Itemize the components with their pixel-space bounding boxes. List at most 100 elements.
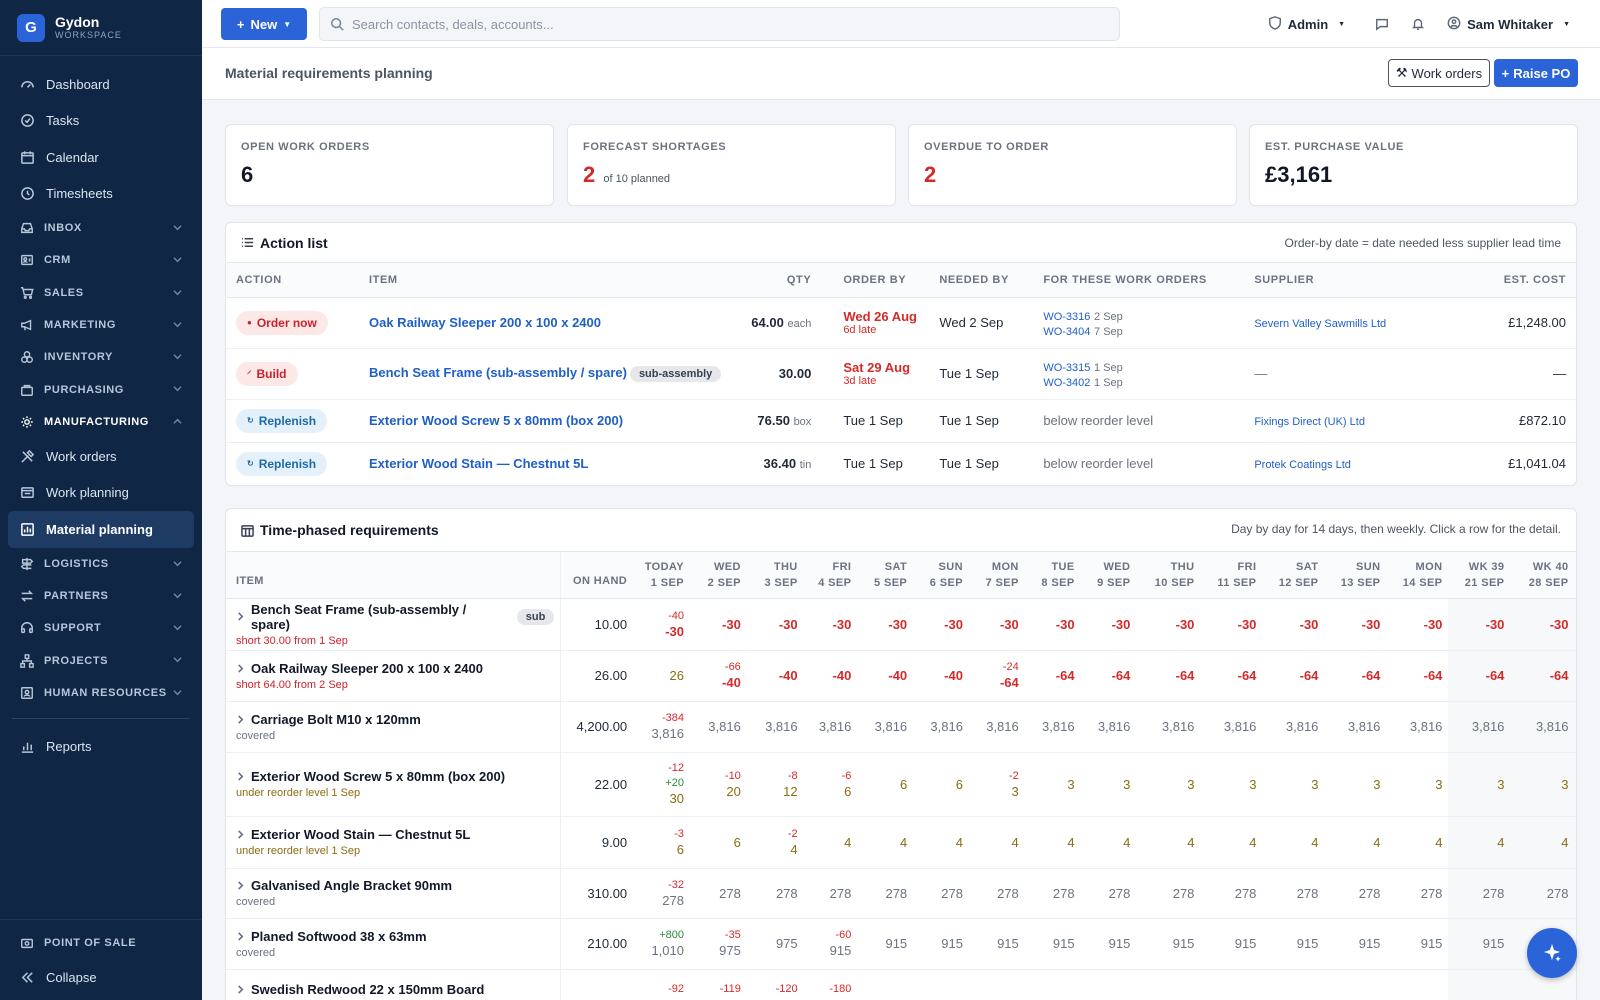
- sidebar-item-dashboard[interactable]: Dashboard: [0, 66, 202, 103]
- table-row[interactable]: ● Order now Oak Railway Sleeper 200 x 100…: [226, 297, 1576, 349]
- replenish-badge[interactable]: ↻ Replenish: [236, 408, 328, 433]
- table-row[interactable]: ↻ Replenish Exterior Wood Stain — Chestnu…: [226, 442, 1576, 485]
- sidebar-group-projects[interactable]: PROJECTS: [0, 644, 202, 676]
- on-hand-cell: 10.00: [560, 598, 634, 651]
- chevron-right-icon[interactable]: [236, 714, 245, 724]
- period-cell: 4: [913, 816, 969, 869]
- sidebar-item-calendar[interactable]: Calendar: [0, 139, 202, 176]
- item-status: covered: [236, 946, 276, 959]
- chevron-right-icon[interactable]: [236, 881, 245, 890]
- item-link[interactable]: Exterior Wood Stain — Chestnut 5L: [369, 456, 589, 471]
- table-row[interactable]: Exterior Wood Stain — Chestnut 5L under r…: [226, 816, 1576, 869]
- period-cell: 3: [1200, 752, 1263, 817]
- sidebar-item-work-planning[interactable]: Work planning: [0, 475, 202, 512]
- swap-icon: [20, 590, 34, 602]
- balance-value: -30: [999, 616, 1019, 632]
- notifications-button[interactable]: [1411, 17, 1425, 31]
- search-input[interactable]: [352, 16, 1052, 32]
- demand-value: -120: [775, 982, 798, 995]
- order-now-badge[interactable]: ● Order now: [236, 310, 328, 335]
- period-cell: -92: [633, 969, 690, 1000]
- period-cell: 3,816: [746, 701, 804, 753]
- sidebar-group-logistics[interactable]: LOGISTICS: [0, 548, 202, 580]
- on-hand-cell: 310.00: [560, 868, 634, 919]
- chevron-right-icon[interactable]: [236, 830, 245, 839]
- sidebar-item-timesheets[interactable]: Timesheets: [0, 176, 202, 213]
- balance-value: 3,816: [1535, 719, 1569, 734]
- sidebar-item-label: Tasks: [46, 113, 80, 129]
- messages-button[interactable]: [1375, 17, 1389, 31]
- table-row[interactable]: Bench Seat Frame (sub-assembly / spare) s…: [226, 598, 1576, 651]
- balance-value: 20: [726, 783, 741, 799]
- table-row[interactable]: ↻ Replenish Exterior Wood Screw 5 x 80mm …: [226, 399, 1576, 443]
- period-label: WED: [713, 560, 741, 573]
- ai-assistant-button[interactable]: [1527, 928, 1577, 978]
- replenish-badge[interactable]: ↻ Replenish: [236, 451, 328, 476]
- sidebar-group-crm[interactable]: CRM: [0, 244, 202, 276]
- table-row[interactable]: Planed Softwood 38 x 63mm covered 210.00 +8…: [226, 918, 1576, 970]
- sidebar-group-manufacturing[interactable]: MANUFACTURING: [0, 406, 202, 438]
- period-date: 1 SEP: [650, 576, 684, 589]
- table-row[interactable]: ⸍ Build Bench Seat Frame (sub-assembly / …: [226, 348, 1576, 400]
- sidebar-group-inbox[interactable]: INBOX: [0, 212, 202, 244]
- table-row[interactable]: Swedish Redwood 22 x 150mm Board -92 -119 -…: [226, 969, 1576, 1000]
- admin-label: Admin: [1287, 16, 1329, 32]
- chevron-right-icon[interactable]: [236, 612, 245, 621]
- admin-menu[interactable]: Admin ▼: [1268, 15, 1345, 33]
- col-period: WK 39 21 SEP: [1448, 552, 1511, 599]
- work-order-link[interactable]: WO-3315: [1043, 361, 1091, 374]
- kpi-label: EST. PURCHASE VALUE: [1265, 141, 1404, 153]
- sidebar-group-human-resources[interactable]: HUMAN RESOURCES: [0, 677, 202, 709]
- table-row[interactable]: Carriage Bolt M10 x 120mm covered 4,200.00…: [226, 701, 1576, 753]
- sidebar-group-purchasing[interactable]: PURCHASING: [0, 373, 202, 405]
- sidebar-group-marketing[interactable]: MARKETING: [0, 309, 202, 341]
- chevron-right-icon[interactable]: [236, 984, 245, 994]
- sidebar-item-material-planning[interactable]: Material planning: [8, 511, 194, 548]
- period-cell: [1574, 650, 1576, 702]
- period-cell: 4: [1448, 816, 1511, 869]
- chevron-right-icon[interactable]: [236, 931, 245, 941]
- sidebar-collapse-button[interactable]: Collapse: [0, 960, 202, 994]
- sidebar-item-point-of-sale[interactable]: POINT OF SALE: [0, 926, 202, 960]
- work-orders-button[interactable]: ⚒ Work orders: [1388, 59, 1490, 87]
- col-on-hand: ON HAND: [560, 552, 634, 599]
- item-link[interactable]: Exterior Wood Screw 5 x 80mm (box 200): [369, 413, 624, 428]
- work-order-link[interactable]: WO-3404: [1043, 325, 1091, 338]
- chevron-down-icon: [173, 560, 182, 566]
- brand[interactable]: G Gydon WORKSPACE: [0, 0, 202, 56]
- period-cell: 3: [1136, 752, 1201, 817]
- table-row[interactable]: Exterior Wood Screw 5 x 80mm (box 200) un…: [226, 752, 1576, 817]
- new-button[interactable]: + New ▼: [221, 8, 307, 40]
- build-badge[interactable]: ⸍ Build: [236, 361, 298, 386]
- table-row[interactable]: Oak Railway Sleeper 200 x 100 x 2400 shor…: [226, 650, 1576, 702]
- balance-value: -64: [999, 675, 1019, 690]
- supplier-link[interactable]: Protek Coatings Ltd: [1254, 459, 1351, 471]
- period-date: 9 SEP: [1097, 576, 1131, 589]
- kpi-label: FORECAST SHORTAGES: [583, 141, 727, 153]
- chevron-right-icon[interactable]: [236, 772, 245, 781]
- period-cell: 3,816: [803, 701, 858, 753]
- item-link[interactable]: Bench Seat Frame (sub-assembly / spare): [369, 365, 627, 380]
- balance-value: 278: [1172, 885, 1195, 901]
- sidebar-group-inventory[interactable]: INVENTORY: [0, 341, 202, 373]
- supplier-link[interactable]: Fixings Direct (UK) Ltd: [1254, 416, 1365, 428]
- raise-po-button[interactable]: + Raise PO: [1494, 59, 1578, 87]
- item-link[interactable]: Oak Railway Sleeper 200 x 100 x 2400: [369, 315, 602, 330]
- table-row[interactable]: Galvanised Angle Bracket 90mm covered 310.…: [226, 868, 1576, 919]
- chevron-right-icon[interactable]: [236, 663, 245, 673]
- sidebar-group-label: PROJECTS: [44, 654, 109, 667]
- work-order-link[interactable]: WO-3402: [1043, 376, 1091, 389]
- work-order-link[interactable]: WO-3316: [1043, 310, 1091, 323]
- period-cell: 3: [1324, 752, 1387, 817]
- qty-cell: 36.40 tin: [731, 442, 822, 485]
- sidebar-item-tasks[interactable]: Tasks: [0, 103, 202, 140]
- period-cell: [913, 969, 969, 1000]
- sidebar-item-reports[interactable]: Reports: [0, 728, 202, 765]
- sidebar-group-sales[interactable]: SALES: [0, 277, 202, 309]
- user-menu[interactable]: Sam Whitaker ▼: [1447, 16, 1570, 33]
- sidebar-item-work-orders[interactable]: Work orders: [0, 438, 202, 475]
- sidebar-group-support[interactable]: SUPPORT: [0, 612, 202, 644]
- period-cell: 278: [803, 868, 858, 919]
- supplier-link[interactable]: Severn Valley Sawmills Ltd: [1254, 318, 1387, 330]
- sidebar-group-partners[interactable]: PARTNERS: [0, 580, 202, 612]
